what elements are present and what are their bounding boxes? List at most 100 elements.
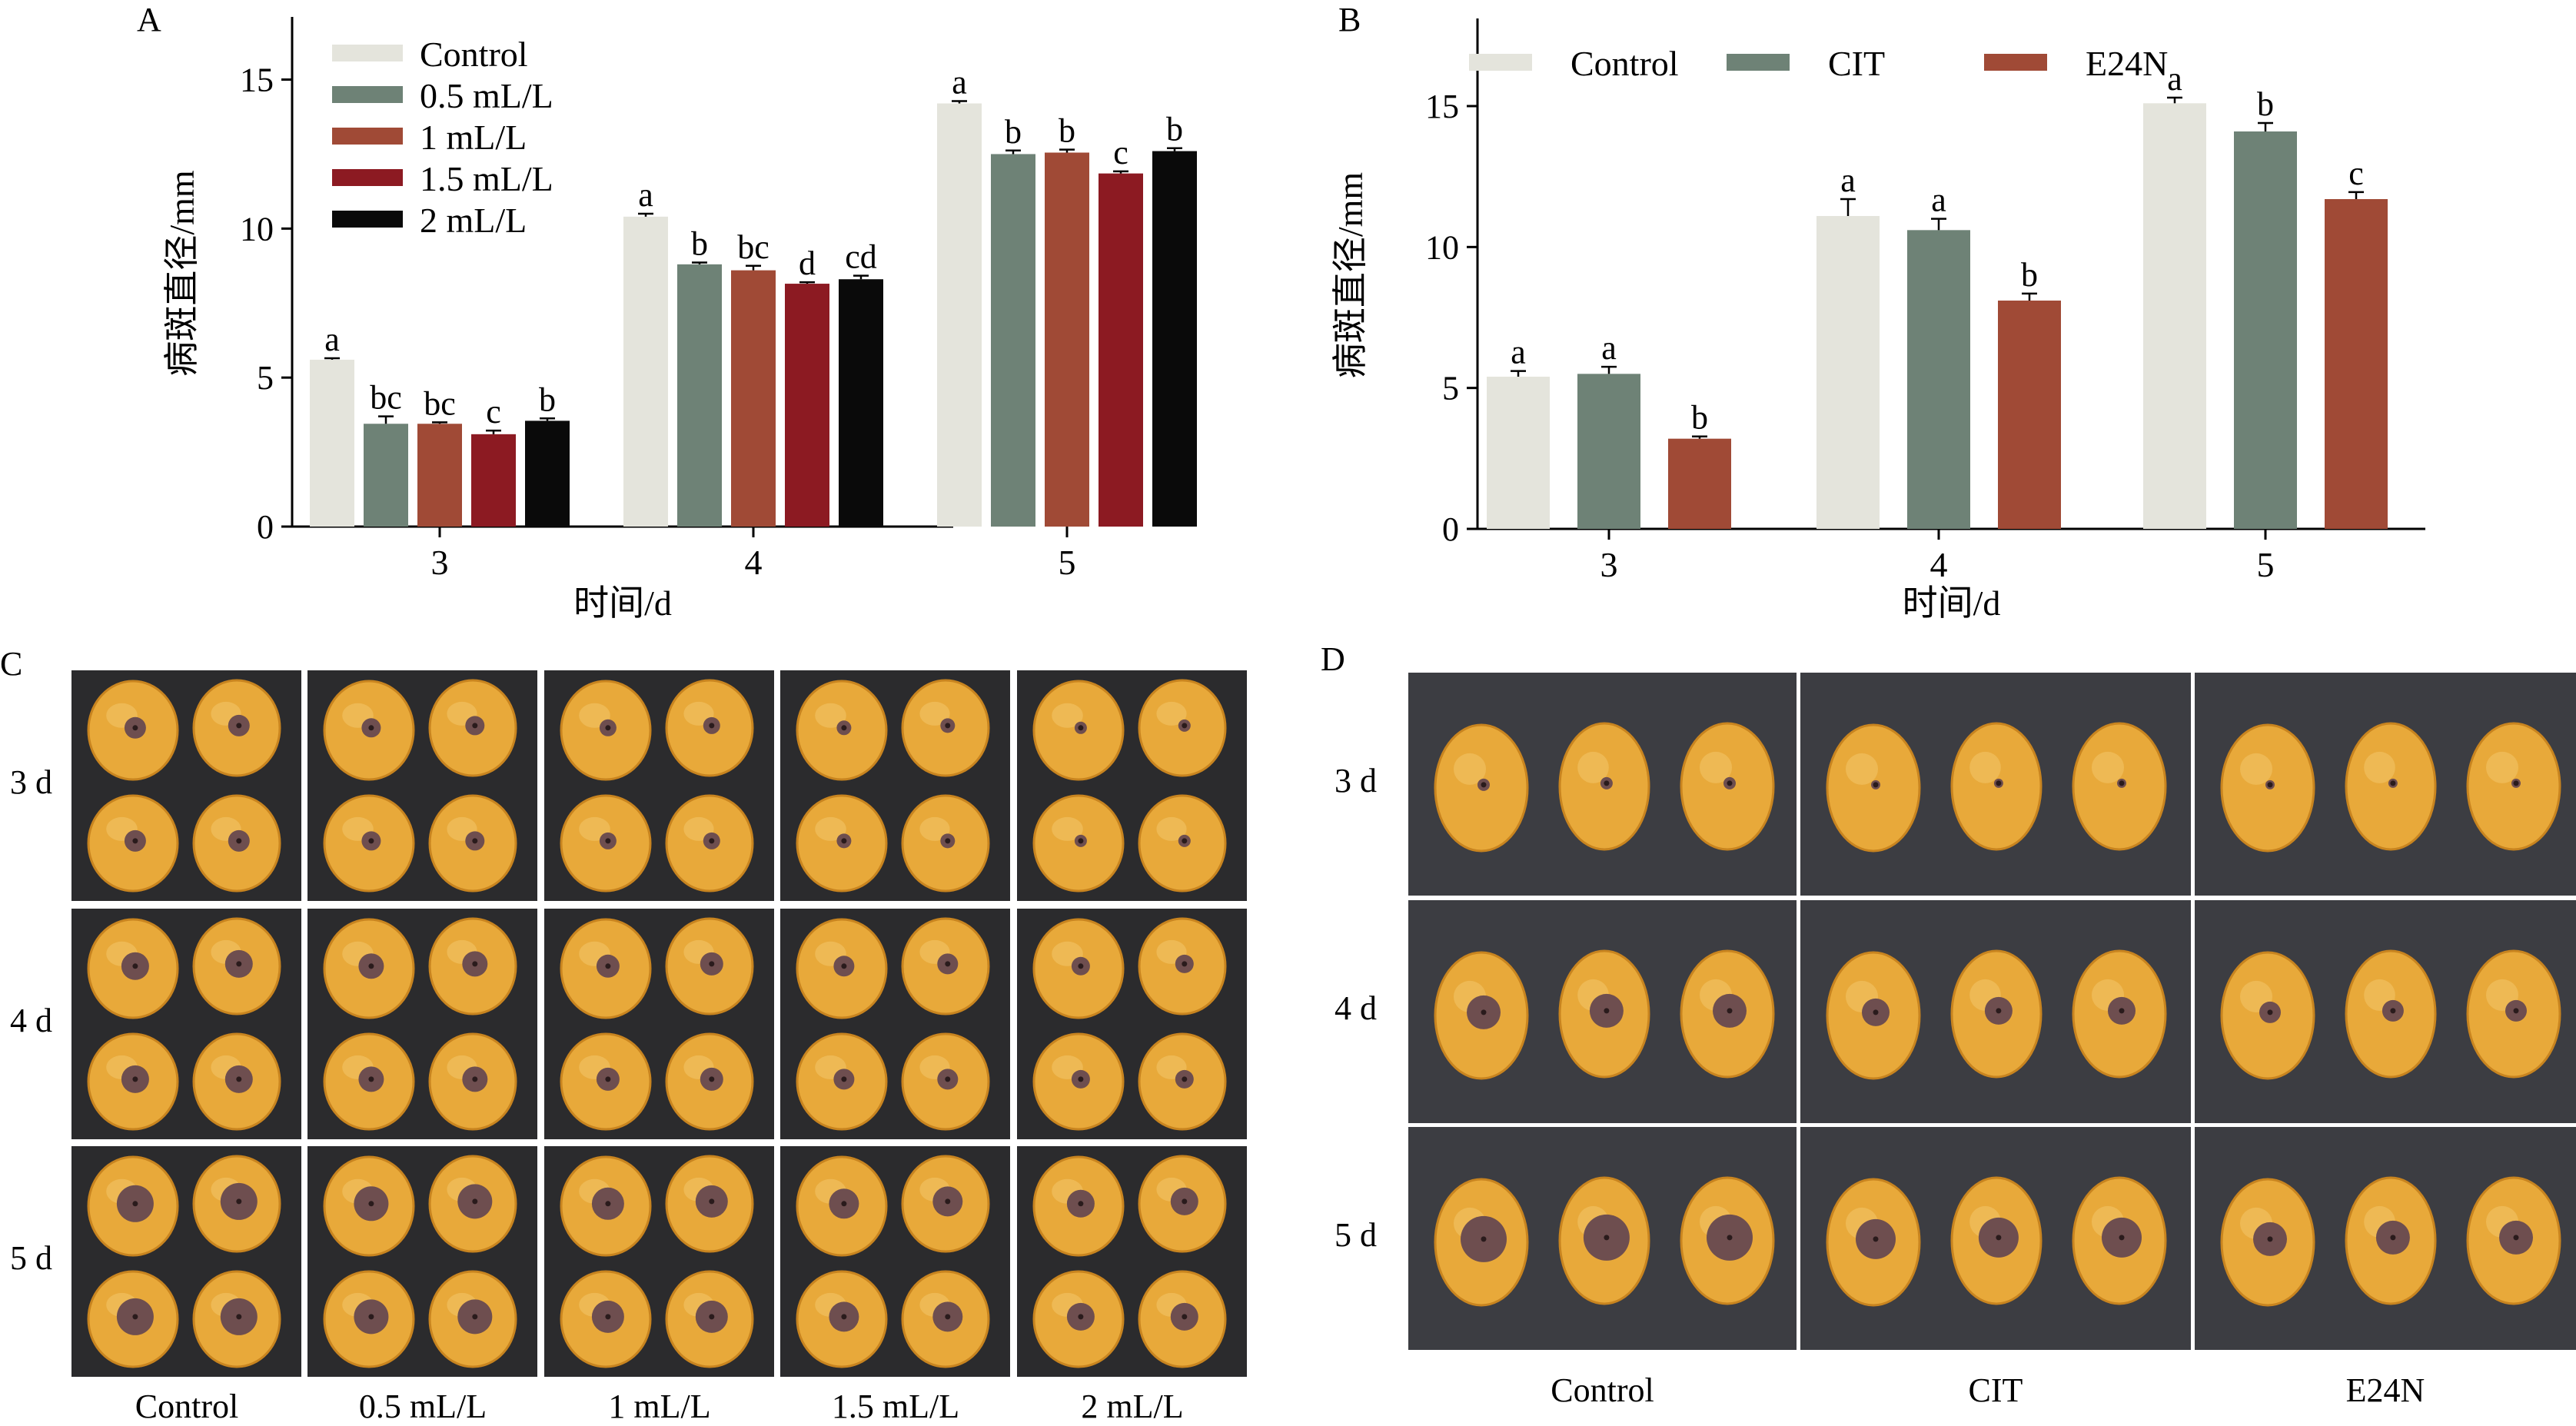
y-tick-label: 10: [240, 210, 274, 248]
lesion-center: [1604, 780, 1610, 786]
bar: [1487, 377, 1550, 529]
lesion-center: [2267, 782, 2273, 788]
lesion-center: [709, 723, 715, 729]
bar: [677, 264, 722, 527]
fruit-highlight: [1969, 751, 2001, 783]
legend-swatch: [1727, 54, 1790, 71]
fruit-photo: [780, 1146, 1010, 1377]
fruit-highlight: [815, 703, 846, 728]
loquat-fruit: [1032, 1155, 1125, 1257]
lesion-center: [1481, 1009, 1487, 1015]
photo-cell-c: [307, 1146, 537, 1377]
loquat-fruit: [2466, 1176, 2561, 1305]
loquat-fruit: [1558, 722, 1650, 851]
significance-label: b: [691, 225, 708, 263]
fruit-highlight: [1156, 816, 1187, 841]
loquat-fruit: [1138, 917, 1227, 1015]
photo-cell-c: [1017, 1146, 1247, 1377]
legend-swatch: [332, 86, 403, 103]
fruit-photo: [544, 670, 774, 901]
fruit-highlight: [1052, 816, 1083, 841]
lesion-center: [472, 1198, 478, 1205]
loquat-fruit: [901, 1032, 990, 1131]
loquat-fruit: [796, 918, 888, 1019]
bar: [1907, 230, 1970, 529]
lesion-center: [368, 963, 374, 969]
loquat-fruit: [796, 1270, 888, 1368]
lesion-center: [709, 1198, 715, 1205]
bar: [1998, 301, 2061, 529]
lesion-center: [236, 838, 242, 844]
significance-label: a: [952, 63, 967, 101]
photo-cell-c: [1017, 670, 1247, 901]
significance-label: a: [324, 321, 340, 358]
loquat-fruit: [2220, 723, 2315, 853]
loquat-fruit: [560, 1155, 652, 1257]
lesion-center: [368, 1201, 374, 1207]
chart-b: B 0 5 10 15 病斑直径/mm 时间/d 3 a a b 4 a a b 5 a b c Control CIT…: [1331, 1, 2425, 623]
lesion-center: [2513, 780, 2519, 786]
row-label-c: 3 d: [10, 763, 52, 801]
lesion-center: [2390, 1008, 2396, 1014]
bar: [2234, 131, 2297, 529]
loquat-fruit: [1950, 1176, 2043, 1305]
loquat-fruit: [87, 918, 179, 1019]
fruit-photo: [307, 909, 537, 1139]
x-tick-label: 3: [431, 543, 449, 582]
loquat-fruit: [2072, 1176, 2167, 1305]
loquat-fruit: [1950, 949, 2043, 1079]
legend-swatch: [1984, 54, 2047, 71]
lesion-center: [2119, 1008, 2125, 1014]
loquat-fruit: [796, 794, 888, 892]
column-label-c: Control: [135, 1388, 239, 1425]
lesion-center: [841, 1076, 847, 1082]
loquat-fruit: [665, 1155, 754, 1253]
fruit-highlight: [815, 816, 846, 841]
lesion-center: [2390, 1235, 2396, 1241]
lesion-center: [1182, 1076, 1188, 1082]
photo-grid-c: 3 d 4 d 5 d Control 0.5 mL/L 1 mL/L 1.5 mL/L 2 …: [10, 670, 1254, 1425]
row-label-c: 5 d: [10, 1239, 52, 1277]
lesion-center: [368, 1076, 374, 1082]
fruit-photo: [1408, 1127, 1797, 1350]
legend-label: 1 mL/L: [420, 118, 527, 157]
loquat-fruit: [1950, 722, 2043, 851]
fruit-highlight: [1700, 751, 1732, 783]
lesion-center: [945, 961, 951, 967]
loquat-fruit: [192, 794, 281, 892]
y-axis-label: 病斑直径/mm: [162, 170, 201, 377]
row-label-d: 5 d: [1335, 1216, 1377, 1254]
lesion-center: [236, 1314, 242, 1320]
significance-label: b: [2021, 256, 2038, 294]
legend-label: 2 mL/L: [420, 201, 527, 240]
x-tick-label: 5: [2257, 545, 2275, 584]
fruit-highlight: [919, 701, 950, 726]
bar: [471, 434, 516, 527]
photo-cell-c: [307, 909, 537, 1139]
lesion-center: [1604, 1008, 1610, 1014]
legend-label: Control: [420, 35, 528, 74]
fruit-highlight: [1577, 751, 1609, 783]
column-label-c: 1 mL/L: [608, 1388, 711, 1425]
photo-cell-d: [1800, 1127, 2191, 1350]
lesion-center: [1604, 1235, 1610, 1241]
bar: [623, 216, 668, 527]
loquat-fruit: [1434, 951, 1529, 1080]
fruit-highlight: [2486, 751, 2518, 783]
significance-label: a: [1511, 334, 1526, 371]
fruit-photo: [2195, 1127, 2576, 1350]
lesion-center: [605, 725, 611, 731]
loquat-fruit: [2345, 722, 2437, 851]
lesion-center: [709, 838, 715, 844]
fruit-photo: [544, 909, 774, 1139]
loquat-fruit: [560, 1270, 652, 1368]
lesion-center: [1182, 1198, 1188, 1205]
loquat-fruit: [428, 794, 517, 892]
loquat-fruit: [665, 917, 754, 1015]
legend-swatch: [332, 45, 403, 61]
loquat-fruit: [1032, 918, 1125, 1019]
loquat-fruit: [901, 679, 990, 777]
loquat-fruit: [2220, 951, 2315, 1080]
loquat-fruit: [2072, 722, 2167, 851]
loquat-fruit: [87, 680, 179, 781]
